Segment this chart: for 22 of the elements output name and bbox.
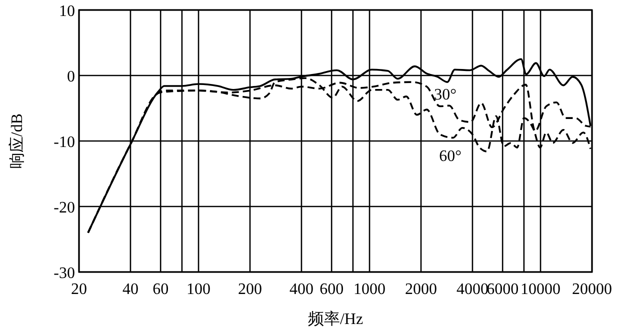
x-tick-label: 40 — [122, 281, 138, 298]
y-tick-label: 0 — [67, 68, 75, 86]
series-label: 60° — [439, 148, 462, 165]
x-tick-label: 20 — [71, 281, 87, 298]
x-axis-title: 频率/Hz — [308, 310, 364, 328]
x-tick-label: 600 — [320, 281, 344, 298]
y-tick-label: -10 — [54, 134, 75, 151]
x-tick-label: 100 — [186, 281, 211, 298]
x-tick-label: 60 — [152, 281, 169, 298]
y-axis-title: 响应/dB — [8, 113, 26, 169]
x-tick-label: 1000 — [354, 281, 386, 298]
x-tick-label: 6000 — [486, 281, 519, 298]
x-tick-label: 20000 — [572, 281, 612, 298]
x-tick-label: 400 — [289, 281, 314, 298]
x-tick-label: 10000 — [520, 281, 561, 298]
series-label: 30° — [434, 86, 457, 104]
x-tick-label: 2000 — [405, 281, 437, 298]
y-tick-label: 10 — [59, 3, 75, 20]
y-tick-label: -20 — [54, 200, 75, 216]
y-tick-label: -30 — [54, 265, 75, 282]
x-tick-label: 4000 — [456, 281, 488, 298]
x-tick-label: 200 — [238, 281, 262, 298]
